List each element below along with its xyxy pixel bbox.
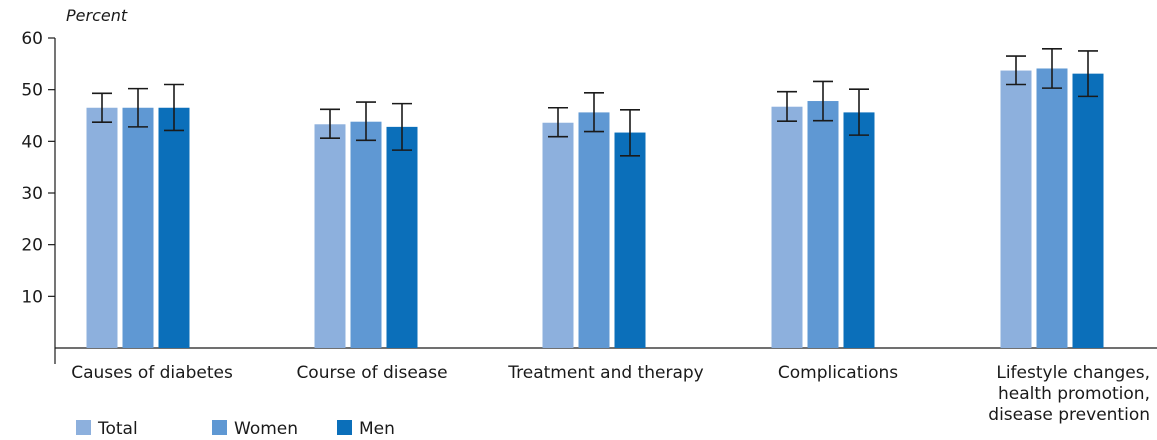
bars xyxy=(86,68,1104,349)
x-category-label: Lifestyle changes, xyxy=(996,363,1150,383)
error-bars xyxy=(92,48,1098,157)
y-tick-label: 60 xyxy=(21,29,43,49)
bar-men xyxy=(614,132,646,348)
bar-men xyxy=(843,112,875,349)
legend-label-total: Total xyxy=(97,419,138,439)
x-category-label: health promotion, xyxy=(998,384,1150,404)
bar-men xyxy=(1072,73,1104,349)
bar-women xyxy=(807,101,839,349)
axes: 10 20 30 40 50 60 xyxy=(21,29,1157,364)
bar-women xyxy=(1036,68,1068,348)
y-tick-label: 40 xyxy=(21,132,43,152)
y-tick-label: 30 xyxy=(21,184,43,204)
y-tick-label: 20 xyxy=(21,236,43,256)
legend-swatch-total xyxy=(76,420,91,435)
y-axis-unit-label: Percent xyxy=(66,6,128,25)
x-category-label: Treatment and therapy xyxy=(507,363,703,383)
legend: Total Women Men xyxy=(76,419,395,439)
legend-label-men: Men xyxy=(359,419,395,439)
bar-total xyxy=(314,124,346,349)
x-category-label: Causes of diabetes xyxy=(71,363,233,383)
bar-men xyxy=(386,126,418,348)
bar-total xyxy=(542,122,574,348)
y-tick-label: 50 xyxy=(21,81,43,101)
legend-swatch-women xyxy=(212,420,227,435)
bar-women xyxy=(122,107,154,348)
x-category-label: Course of disease xyxy=(296,363,447,383)
category-labels: Causes of diabetes Course of disease Treat… xyxy=(71,363,1150,425)
y-tick-label: 10 xyxy=(21,287,43,307)
bar-women xyxy=(578,112,610,349)
legend-label-women: Women xyxy=(234,419,298,439)
bar-total xyxy=(771,106,803,348)
legend-swatch-men xyxy=(337,420,352,435)
x-category-label: Complications xyxy=(778,363,898,383)
bar-women xyxy=(350,121,382,348)
bar-total xyxy=(86,107,118,348)
bar-total xyxy=(1000,70,1032,349)
x-category-label: disease prevention xyxy=(988,405,1150,425)
bar-men xyxy=(158,107,190,348)
